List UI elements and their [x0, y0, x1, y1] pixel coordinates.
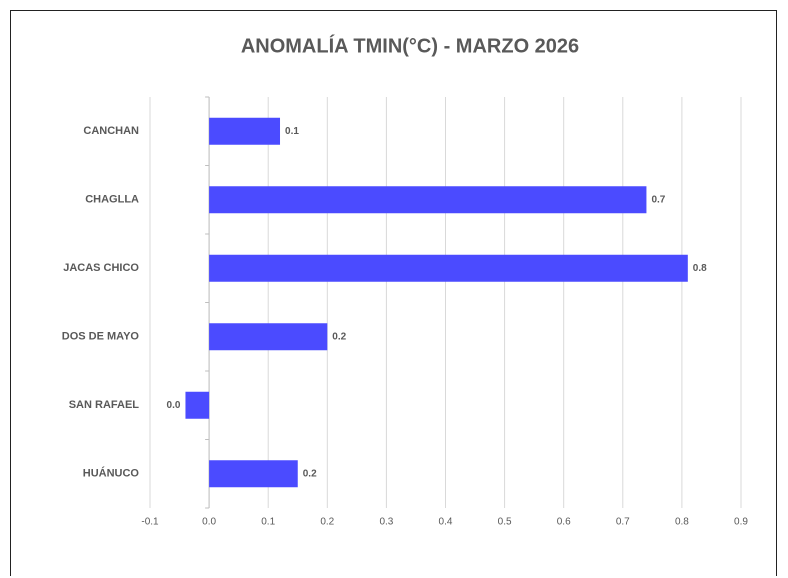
- value-label: 0.0: [167, 400, 181, 411]
- value-label: 0.1: [285, 126, 299, 137]
- x-tick-label: 0.6: [557, 517, 571, 528]
- x-tick-label: 0.4: [439, 517, 453, 528]
- bar: [209, 117, 281, 145]
- y-tick-label: CHAGLLA: [85, 194, 139, 206]
- x-tick-label: 0.9: [734, 517, 748, 528]
- x-tick-label: 0.7: [616, 517, 630, 528]
- x-tick-label: 0.3: [379, 517, 393, 528]
- y-tick-label: HUÁNUCO: [83, 467, 140, 480]
- bar: [209, 254, 688, 282]
- value-label: 0.8: [693, 263, 707, 274]
- x-tick-label: 0.1: [261, 517, 275, 528]
- y-tick-label: CANCHAN: [83, 125, 139, 137]
- value-label: 0.2: [332, 331, 346, 342]
- y-tick-label: DOS DE MAYO: [62, 331, 140, 343]
- value-label: 0.7: [651, 194, 665, 205]
- y-tick-label: SAN RAFAEL: [69, 399, 140, 411]
- x-tick-label: 0.0: [202, 517, 216, 528]
- x-tick-label: 0.5: [498, 517, 512, 528]
- x-tick-label: 0.2: [320, 517, 334, 528]
- y-tick-label: JACAS CHICO: [63, 262, 139, 274]
- value-label: 0.2: [303, 468, 317, 479]
- x-tick-label: -0.1: [141, 517, 159, 528]
- x-tick-label: 0.8: [675, 517, 689, 528]
- bar: [185, 391, 210, 419]
- bar: [209, 186, 647, 214]
- chart-title: ANOMALÍA TMIN(°C) - MARZO 2026: [241, 34, 579, 57]
- bar: [209, 323, 328, 351]
- chart-frame: [10, 10, 777, 576]
- bar: [209, 460, 298, 488]
